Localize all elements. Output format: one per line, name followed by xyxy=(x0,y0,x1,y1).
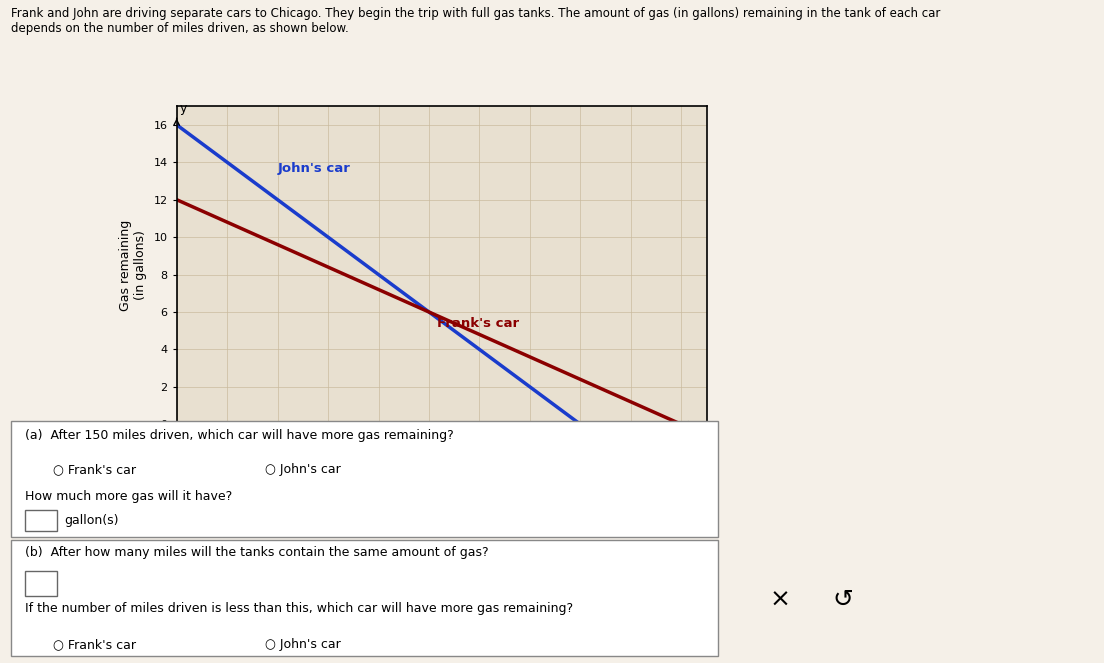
Text: gallon(s): gallon(s) xyxy=(64,514,118,527)
Text: (a)  After 150 miles driven, which car will have more gas remaining?: (a) After 150 miles driven, which car wi… xyxy=(25,429,454,442)
Y-axis label: Gas remaining
(in gallons): Gas remaining (in gallons) xyxy=(118,219,147,311)
FancyBboxPatch shape xyxy=(11,421,718,537)
Text: ○ Frank's car: ○ Frank's car xyxy=(53,463,137,476)
Text: Frank and John are driving separate cars to Chicago. They begin the trip with fu: Frank and John are driving separate cars… xyxy=(11,7,941,34)
Text: If the number of miles driven is less than this, which car will have more gas re: If the number of miles driven is less th… xyxy=(25,602,573,615)
Text: y: y xyxy=(180,103,188,115)
Text: Frank's car: Frank's car xyxy=(437,317,520,330)
Text: ○ John's car: ○ John's car xyxy=(265,463,341,476)
Text: ○ Frank's car: ○ Frank's car xyxy=(53,638,137,651)
Text: ○ John's car: ○ John's car xyxy=(265,638,341,651)
Text: ×: × xyxy=(769,588,790,612)
Text: x: x xyxy=(701,418,709,431)
Text: ↺: ↺ xyxy=(832,588,853,612)
Text: John's car: John's car xyxy=(277,162,350,174)
Text: (b)  After how many miles will the tanks contain the same amount of gas?: (b) After how many miles will the tanks … xyxy=(25,546,489,559)
FancyBboxPatch shape xyxy=(11,540,718,656)
FancyBboxPatch shape xyxy=(25,570,57,596)
FancyBboxPatch shape xyxy=(25,511,57,531)
Text: How much more gas will it have?: How much more gas will it have? xyxy=(25,490,233,503)
X-axis label: Miles driven: Miles driven xyxy=(400,450,484,464)
